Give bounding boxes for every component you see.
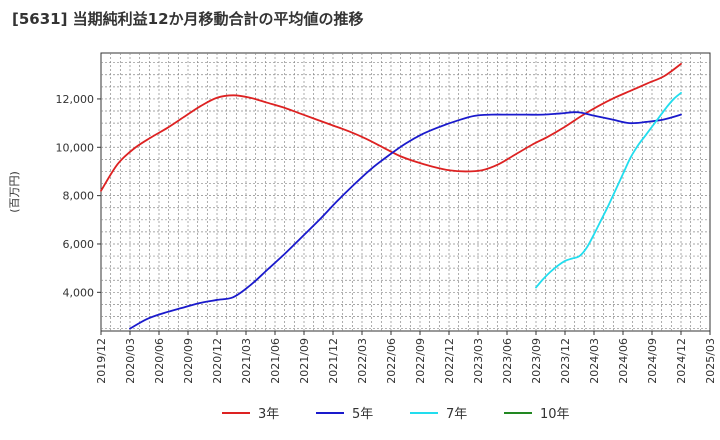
x-tick-label: 2023/12	[559, 338, 572, 384]
series-line-3	[535, 91, 682, 289]
legend-label-3: 7年	[446, 407, 467, 422]
x-tick-label: 2021/06	[269, 338, 282, 384]
x-tick-label: 2025/03	[704, 338, 717, 384]
legend-label-4: 10年	[540, 407, 570, 422]
y-tick-label: 6,000	[63, 238, 95, 251]
x-tick-label: 2023/03	[472, 338, 485, 384]
x-tick-label: 2021/12	[327, 338, 340, 384]
y-tick-label: 4,000	[63, 286, 95, 299]
x-tick-label: 2020/09	[182, 338, 195, 384]
x-tick-label: 2020/03	[124, 338, 137, 384]
x-tick-label: 2019/12	[95, 338, 108, 384]
x-tick-label: 2024/12	[675, 338, 688, 384]
chart-title: [5631] 当期純利益12か月移動合計の平均値の推移	[12, 10, 364, 28]
plot-frame	[100, 52, 711, 332]
x-tick-label: 2020/12	[211, 338, 224, 384]
legend-label-1: 3年	[258, 407, 279, 422]
y-tick-label: 8,000	[63, 190, 95, 203]
legend-label-2: 5年	[352, 407, 373, 422]
series-line-1	[100, 62, 682, 192]
x-tick-label: 2021/09	[298, 338, 311, 384]
x-tick-label: 2020/06	[153, 338, 166, 384]
x-tick-label: 2022/09	[414, 338, 427, 384]
x-tick-label: 2024/06	[617, 338, 630, 384]
y-axis-label: (百万円)	[8, 171, 21, 213]
x-tick-label: 2024/09	[646, 338, 659, 384]
x-tick-label: 2023/09	[530, 338, 543, 384]
x-tick-label: 2022/12	[443, 338, 456, 384]
x-tick-label: 2021/03	[240, 338, 253, 384]
series-line-2	[129, 111, 682, 330]
x-tick-label: 2022/03	[356, 338, 369, 384]
y-tick-label: 12,000	[56, 93, 95, 106]
x-tick-label: 2024/03	[588, 338, 601, 384]
y-tick-label: 10,000	[56, 141, 95, 154]
x-tick-label: 2023/06	[501, 338, 514, 384]
x-tick-label: 2022/06	[385, 338, 398, 384]
